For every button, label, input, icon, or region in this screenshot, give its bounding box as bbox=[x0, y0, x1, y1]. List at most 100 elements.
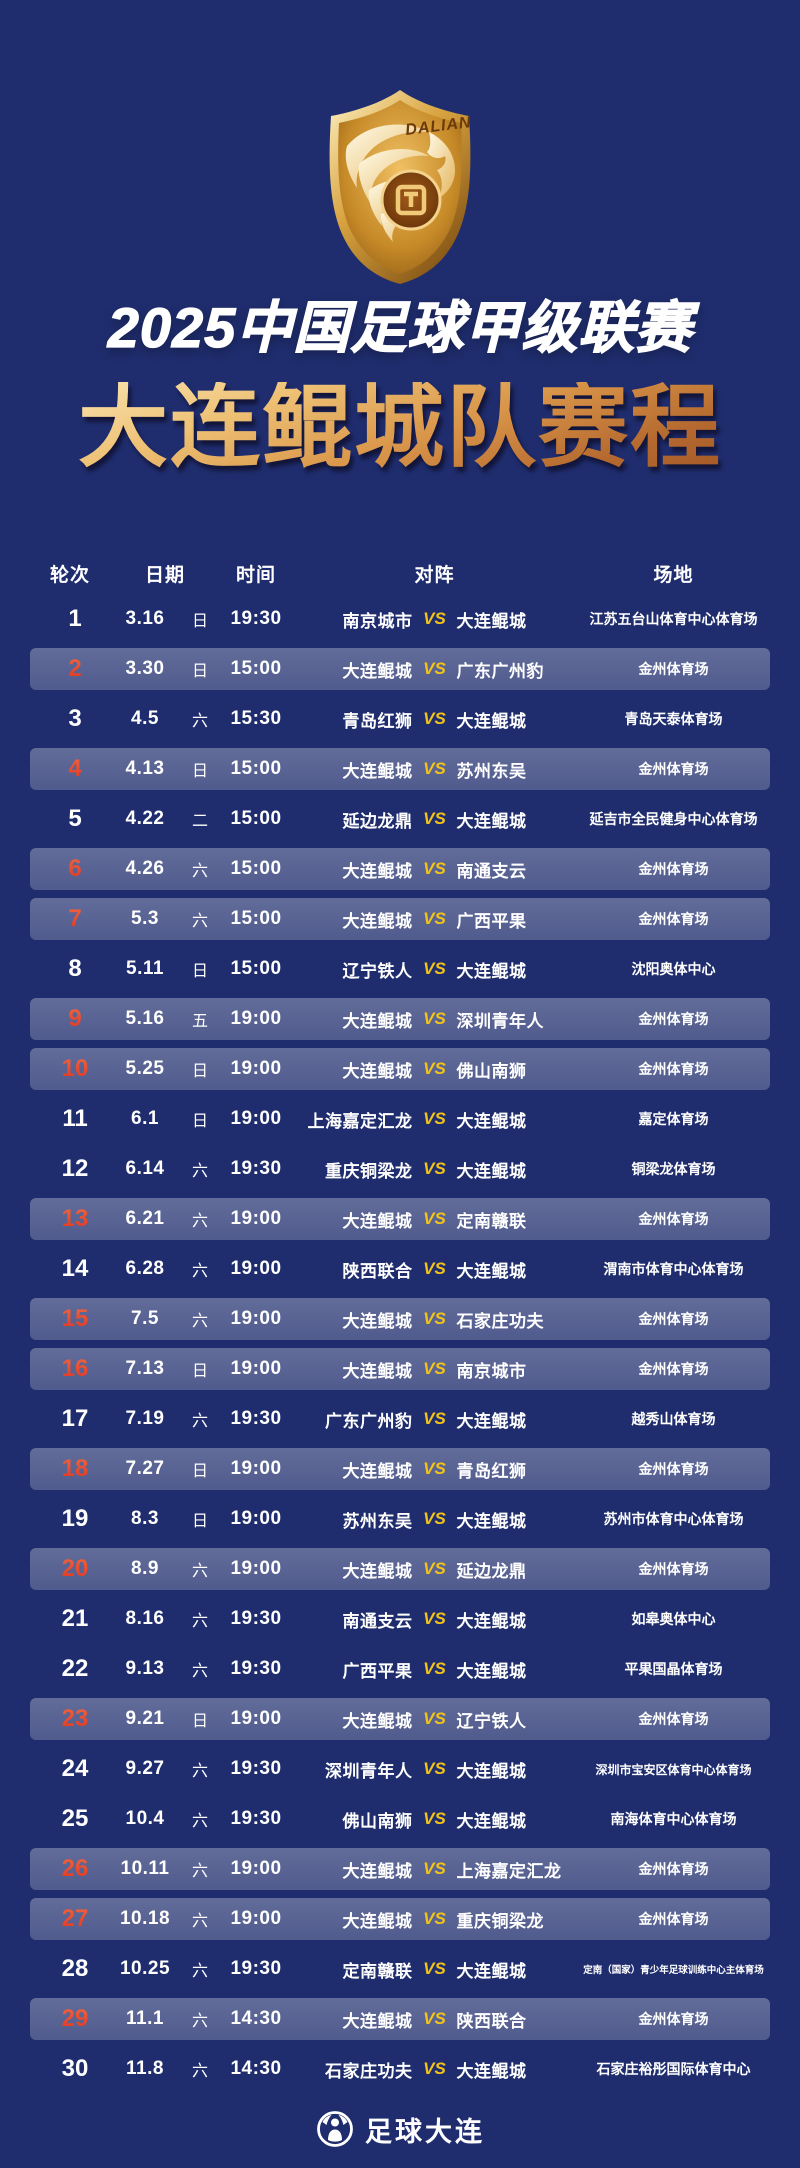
away-team: 大连鲲城 bbox=[456, 811, 527, 831]
venue: 铜梁龙体育场 bbox=[631, 1161, 716, 1177]
match-date: 6.28 bbox=[125, 1258, 165, 1279]
matchup: 重庆铜梁龙 VS 大连鲲城 bbox=[292, 1157, 577, 1182]
vs-label: VS bbox=[423, 759, 446, 778]
schedule-row-slot: 19 8.3 日 19:00 苏州东吴 VS 大连鲲城 苏州市体育中心体育场 bbox=[0, 1494, 800, 1544]
matchup: 上海嘉定汇龙 VS 大连鲲城 bbox=[292, 1107, 577, 1132]
match-date: 7.19 bbox=[125, 1408, 165, 1429]
team-schedule-title: 大连鲲城队赛程 bbox=[0, 382, 800, 472]
match-date: 6.21 bbox=[125, 1208, 165, 1229]
away-team: 大连鲲城 bbox=[456, 1761, 527, 1781]
matchup: 大连鲲城 VS 延边龙鼎 bbox=[292, 1557, 577, 1582]
kickoff-time: 19:00 bbox=[230, 1058, 282, 1079]
schedule-row: 11 6.1 日 19:00 上海嘉定汇龙 VS 大连鲲城 嘉定体育场 bbox=[30, 1098, 770, 1140]
kickoff-time: 19:00 bbox=[230, 1458, 282, 1479]
schedule-rows: 1 3.16 日 19:30 南京城市 VS 大连鲲城 江苏五台山体育中心体育场… bbox=[0, 594, 800, 2094]
column-header-round: 轮次 bbox=[49, 564, 90, 586]
home-team: 南通支云 bbox=[342, 1611, 413, 1631]
vs-label: VS bbox=[423, 1059, 446, 1078]
round-number: 8 bbox=[68, 955, 82, 982]
kickoff-time: 19:30 bbox=[230, 1158, 282, 1179]
home-team: 定南赣联 bbox=[342, 1961, 413, 1981]
home-team: 大连鲲城 bbox=[342, 861, 413, 881]
schedule-row-slot: 27 10.18 六 19:00 大连鲲城 VS 重庆铜梁龙 金州体育场 bbox=[0, 1894, 800, 1944]
venue: 渭南市体育中心体育场 bbox=[603, 1261, 744, 1277]
kickoff-time: 19:00 bbox=[230, 1258, 282, 1279]
match-date: 8.9 bbox=[131, 1558, 159, 1579]
round-number: 17 bbox=[61, 1405, 89, 1432]
schedule-row: 19 8.3 日 19:00 苏州东吴 VS 大连鲲城 苏州市体育中心体育场 bbox=[30, 1498, 770, 1540]
match-date: 4.13 bbox=[125, 758, 165, 779]
away-team: 大连鲲城 bbox=[456, 711, 527, 731]
schedule-row: 8 5.11 日 15:00 辽宁铁人 VS 大连鲲城 沈阳奥体中心 bbox=[30, 948, 770, 990]
matchup: 大连鲲城 VS 深圳青年人 bbox=[292, 1007, 577, 1032]
schedule-row: 1 3.16 日 19:30 南京城市 VS 大连鲲城 江苏五台山体育中心体育场 bbox=[30, 598, 770, 640]
match-date: 7.13 bbox=[125, 1358, 165, 1379]
round-number: 22 bbox=[61, 1655, 89, 1682]
schedule-row-slot: 26 10.11 六 19:00 大连鲲城 VS 上海嘉定汇龙 金州体育场 bbox=[0, 1844, 800, 1894]
home-team: 延边龙鼎 bbox=[342, 811, 413, 831]
round-number: 24 bbox=[61, 1755, 89, 1782]
schedule-row: 23 9.21 日 19:00 大连鲲城 VS 辽宁铁人 金州体育场 bbox=[30, 1698, 770, 1740]
column-header-match: 对阵 bbox=[414, 564, 455, 586]
away-team: 大连鲲城 bbox=[456, 1661, 527, 1681]
round-number: 28 bbox=[61, 1955, 89, 1982]
venue: 苏州市体育中心体育场 bbox=[603, 1511, 744, 1527]
vs-label: VS bbox=[423, 1459, 446, 1478]
round-number: 5 bbox=[68, 805, 82, 832]
weekday: 六 bbox=[191, 1913, 208, 1930]
match-date: 7.5 bbox=[131, 1308, 159, 1329]
round-number: 12 bbox=[61, 1155, 89, 1182]
round-number: 15 bbox=[30, 1305, 110, 1333]
matchup: 定南赣联 VS 大连鲲城 bbox=[292, 1957, 577, 1982]
vs-label: VS bbox=[423, 1609, 446, 1628]
matchup: 大连鲲城 VS 佛山南狮 bbox=[292, 1057, 577, 1082]
venue: 定南（国家）青少年足球训练中心主体育场 bbox=[583, 1965, 764, 1976]
match-date: 7.27 bbox=[125, 1458, 165, 1479]
venue: 金州体育场 bbox=[638, 2011, 709, 2027]
footer-brand-text: 足球大连 bbox=[365, 2116, 485, 2147]
round-number: 30 bbox=[61, 2055, 89, 2082]
match-date: 5.11 bbox=[126, 958, 164, 979]
kickoff-time: 19:30 bbox=[230, 1608, 282, 1629]
kickoff-time: 19:00 bbox=[230, 1908, 282, 1929]
home-team: 大连鲲城 bbox=[342, 1461, 413, 1481]
match-date: 10.11 bbox=[120, 1858, 170, 1879]
home-team: 大连鲲城 bbox=[342, 761, 413, 781]
away-team: 大连鲲城 bbox=[456, 1411, 527, 1431]
away-team: 大连鲲城 bbox=[456, 1261, 527, 1281]
venue: 石家庄裕彤国际体育中心 bbox=[596, 2061, 751, 2077]
venue: 金州体育场 bbox=[638, 861, 709, 877]
weekday: 日 bbox=[191, 1513, 208, 1530]
column-header-date: 日期 bbox=[144, 564, 185, 586]
away-team: 大连鲲城 bbox=[456, 1961, 527, 1981]
vs-label: VS bbox=[423, 959, 446, 978]
vs-label: VS bbox=[423, 1709, 446, 1728]
weekday: 六 bbox=[191, 1263, 208, 1280]
away-team: 大连鲲城 bbox=[456, 1611, 527, 1631]
match-date: 11.1 bbox=[126, 2008, 164, 2029]
schedule-row-slot: 2 3.30 日 15:00 大连鲲城 VS 广东广州豹 金州体育场 bbox=[0, 644, 800, 694]
schedule-row-slot: 3 4.5 六 15:30 青岛红狮 VS 大连鲲城 青岛天泰体育场 bbox=[0, 694, 800, 744]
match-date: 5.25 bbox=[125, 1058, 165, 1079]
home-team: 大连鲲城 bbox=[342, 911, 413, 931]
vs-label: VS bbox=[423, 2059, 446, 2078]
kickoff-time: 19:30 bbox=[230, 1758, 282, 1779]
venue: 金州体育场 bbox=[638, 911, 709, 927]
round-number: 29 bbox=[30, 2005, 110, 2033]
match-date: 5.16 bbox=[125, 1008, 165, 1029]
away-team: 大连鲲城 bbox=[456, 1511, 527, 1531]
weekday: 六 bbox=[191, 1563, 208, 1580]
kickoff-time: 19:00 bbox=[230, 1708, 282, 1729]
venue: 南海体育中心体育场 bbox=[610, 1811, 737, 1827]
vs-label: VS bbox=[423, 1359, 446, 1378]
weekday: 六 bbox=[191, 1313, 208, 1330]
away-team: 大连鲲城 bbox=[456, 1111, 527, 1131]
schedule-row: 3 4.5 六 15:30 青岛红狮 VS 大连鲲城 青岛天泰体育场 bbox=[30, 698, 770, 740]
venue: 金州体育场 bbox=[638, 761, 709, 777]
round-number: 26 bbox=[30, 1855, 110, 1883]
match-date: 4.5 bbox=[131, 708, 159, 729]
weekday: 日 bbox=[191, 1713, 208, 1730]
match-date: 6.1 bbox=[131, 1108, 159, 1129]
away-team: 辽宁铁人 bbox=[456, 1711, 527, 1731]
away-team: 陕西联合 bbox=[456, 2011, 527, 2031]
